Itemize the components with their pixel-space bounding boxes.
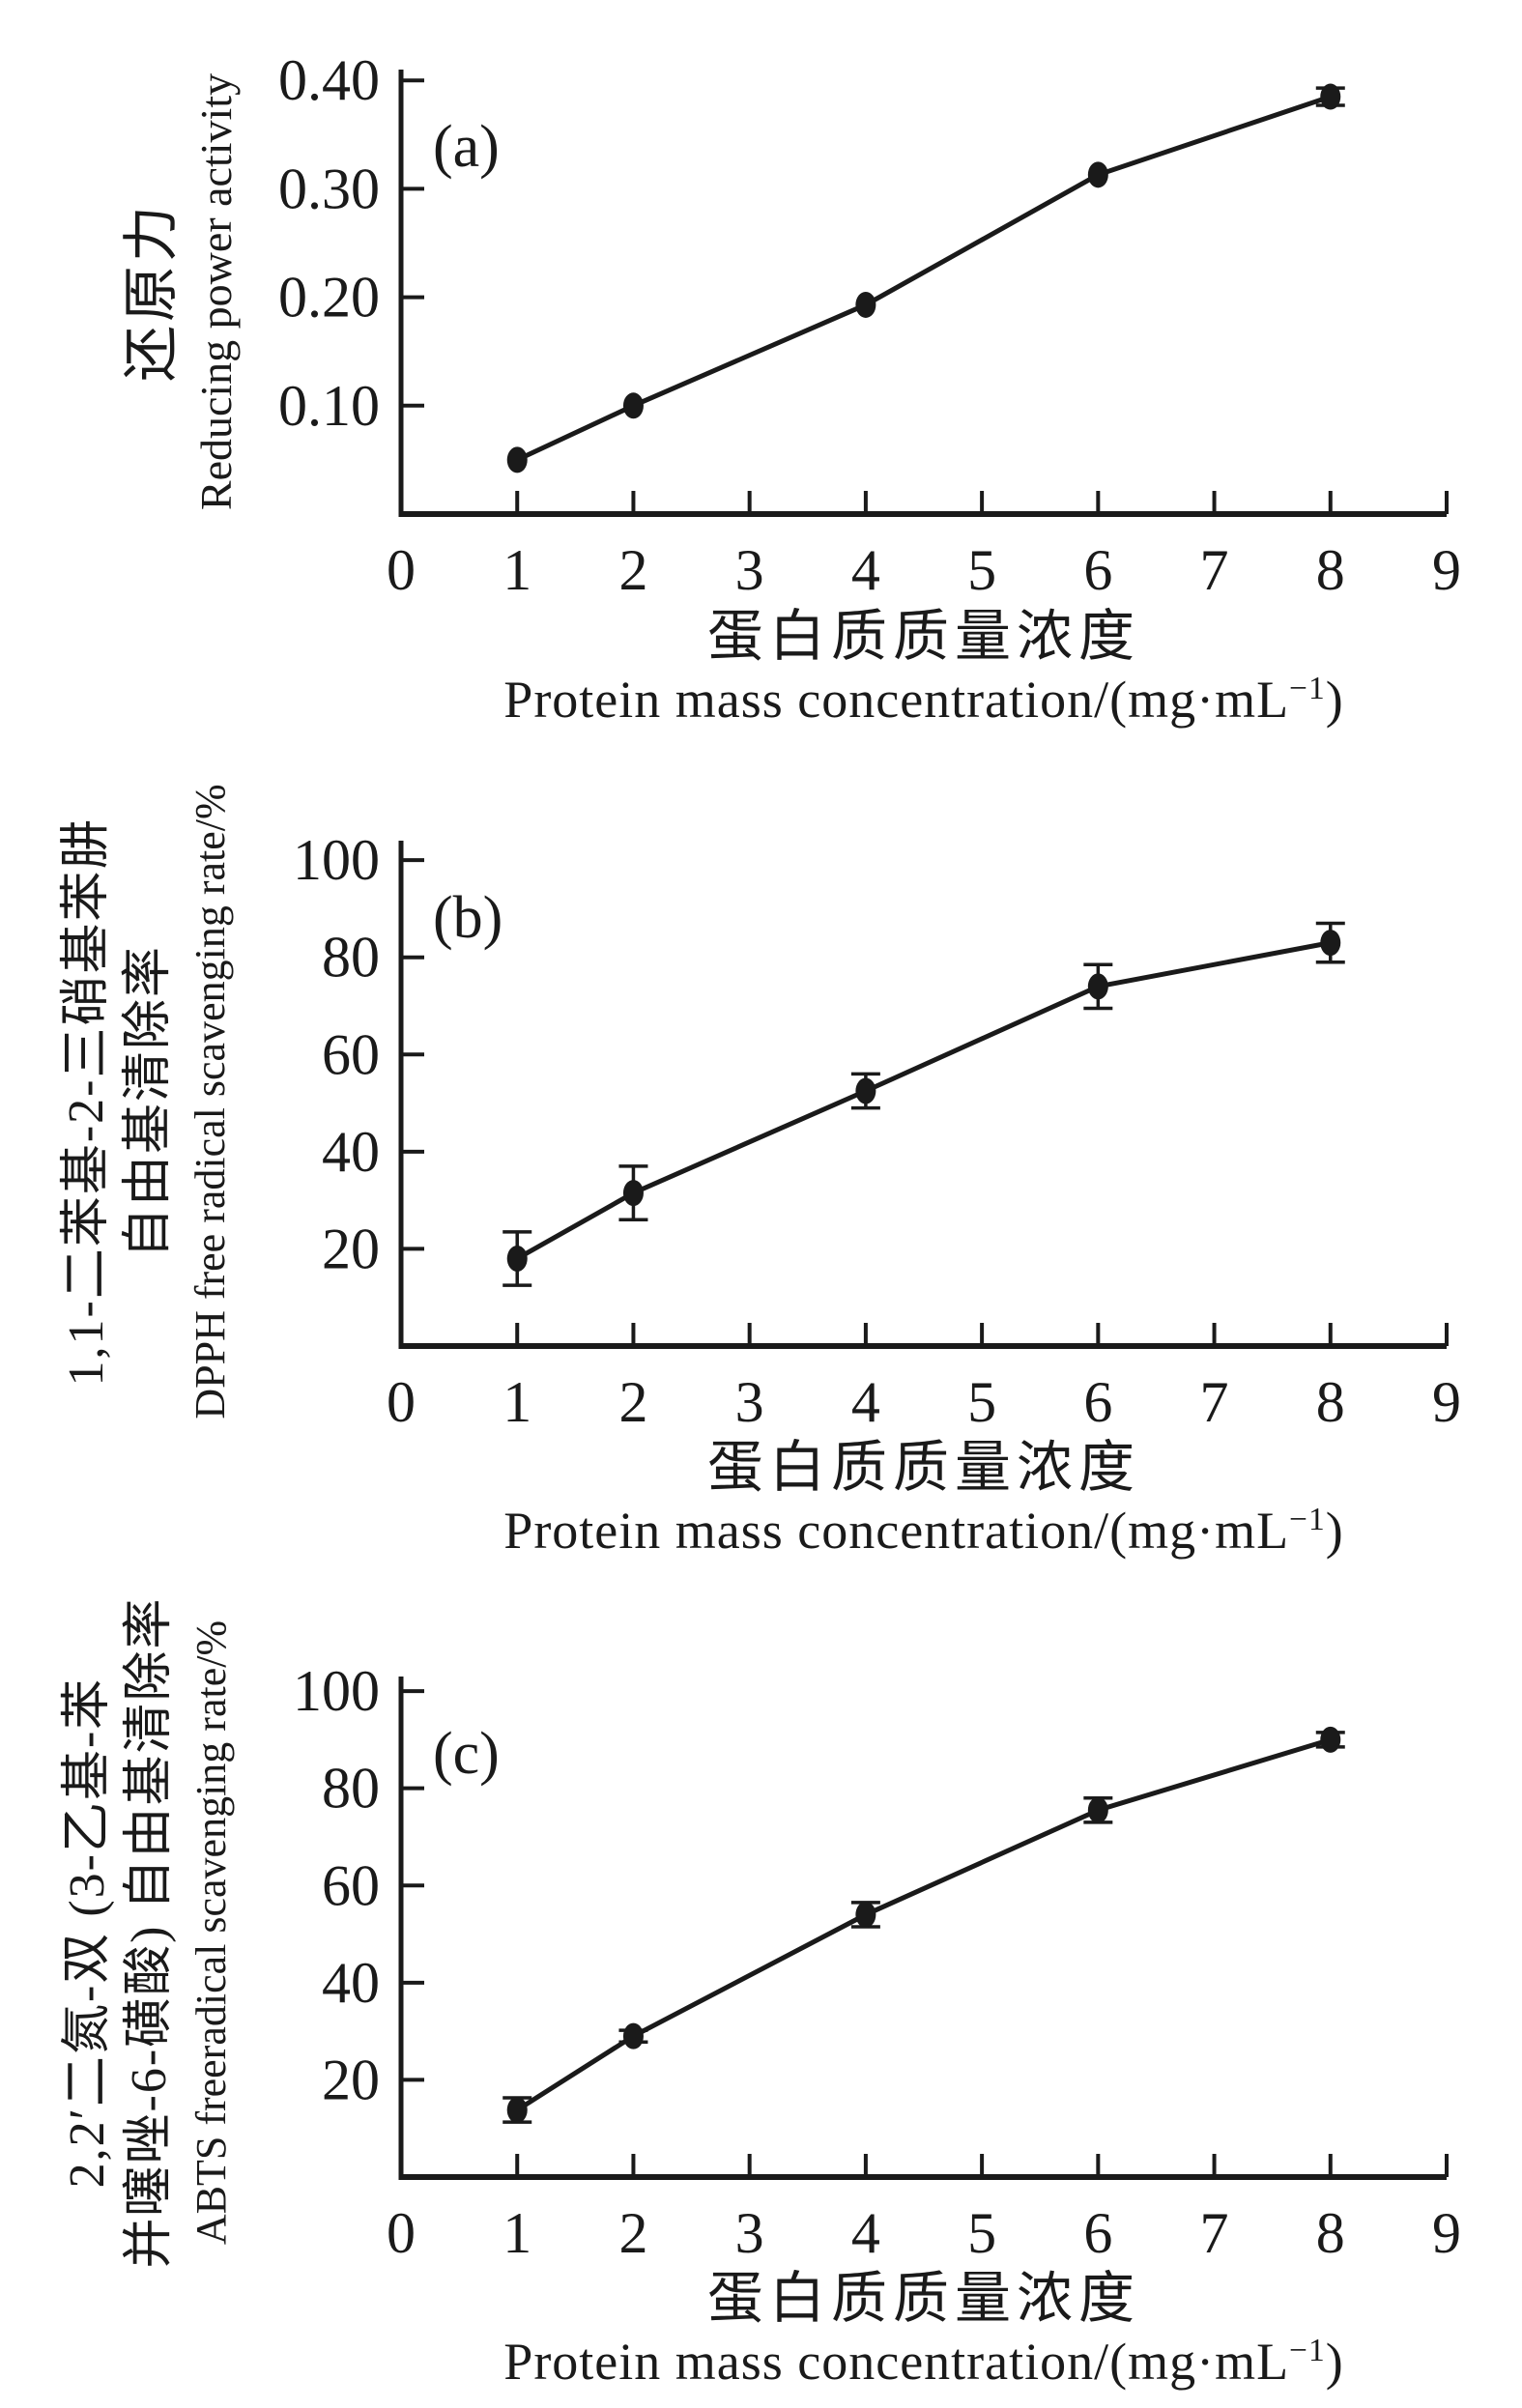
panel-b-y-axis-label-zh-line1: 1,1-二苯基-2-三硝基苯肼 — [59, 817, 114, 1387]
data-point — [506, 446, 528, 473]
panel-c-y-axis-label-zh-line1: 2,2′二氮-双 (3-乙基-苯 — [60, 1677, 115, 2189]
x-tick-label: 8 — [1316, 1370, 1345, 1434]
x-tick-label: 5 — [967, 1370, 996, 1434]
data-point — [855, 291, 876, 318]
panel-b-y-axis-label: 1,1-二苯基-2-三硝基苯肼 自由基清除率 DPPH free radical… — [56, 784, 242, 1419]
x-tick-label: 3 — [735, 538, 764, 602]
x-tick-label: 2 — [618, 1370, 647, 1434]
panel-b-y-axis-label-en: DPPH free radical scavenging rate/% — [187, 784, 234, 1419]
x-tick-label: 0 — [387, 2201, 416, 2265]
x-tick-label: 5 — [967, 2201, 996, 2265]
x-tick-label: 1 — [503, 2201, 531, 2265]
data-point — [1320, 930, 1341, 957]
x-tick-label: 3 — [735, 1370, 764, 1434]
data-point — [506, 1245, 528, 1272]
data-point — [1320, 1726, 1341, 1753]
data-point — [1320, 83, 1341, 110]
y-tick-label: 100 — [293, 828, 380, 892]
series-line — [515, 1736, 1332, 2112]
panel-a-x-axis-label-en: Protein mass concentration/(mg·mL−1) — [503, 671, 1344, 729]
x-tick-label: 0 — [387, 538, 416, 602]
y-tick-label: 0.40 — [278, 48, 380, 112]
panel-a-y-axis-label: 还原力 Reducing power activity — [115, 73, 244, 510]
x-tick-label: 7 — [1200, 538, 1229, 602]
panel-b-x-axis-label: 蛋白质质量浓度 Protein mass concentration/(mg·m… — [401, 1436, 1447, 1562]
y-tick-label: 40 — [322, 1120, 380, 1184]
x-tick-label: 1 — [503, 538, 531, 602]
panel-a-x-axis-label: 蛋白质质量浓度 Protein mass concentration/(mg·m… — [401, 605, 1447, 731]
x-tick-label: 7 — [1200, 2201, 1229, 2265]
y-tick-label: 80 — [322, 926, 380, 989]
x-tick-label: 0 — [387, 1370, 416, 1434]
y-tick-label: 40 — [322, 1951, 380, 2015]
x-tick-label: 4 — [851, 1370, 880, 1434]
x-tick-label: 9 — [1432, 2201, 1461, 2265]
x-tick-label: 9 — [1432, 1370, 1461, 1434]
panel-(c): 20 40 60 80 100 0 1 2 3 4 5 6 7 8 9 (c) — [293, 1659, 1461, 2265]
panel-a-x-axis-label-zh: 蛋白质质量浓度 — [706, 605, 1140, 668]
x-tick-label: 3 — [735, 2201, 764, 2265]
data-point — [622, 392, 644, 419]
series-line — [515, 940, 1332, 1261]
panel-c-x-axis-label-zh: 蛋白质质量浓度 — [706, 2267, 1140, 2330]
data-point — [622, 1180, 644, 1207]
panel-a-y-axis-label-en: Reducing power activity — [191, 72, 241, 511]
x-tick-label: 2 — [618, 538, 647, 602]
panel-c-x-axis-label-en: Protein mass concentration/(mg·mL−1) — [503, 2333, 1344, 2391]
x-tick-label: 5 — [967, 538, 996, 602]
data-point — [1087, 1796, 1108, 1823]
y-tick-label: 0.10 — [278, 374, 380, 438]
data-point — [1087, 161, 1108, 188]
x-tick-label: 6 — [1083, 2201, 1112, 2265]
x-tick-label: 2 — [618, 2201, 647, 2265]
panel-a-y-axis-label-zh: 还原力 — [120, 202, 183, 383]
panel-letter: (b) — [433, 885, 503, 951]
panel-(a): 0.10 0.20 0.30 0.40 0 1 2 3 4 5 6 7 8 9 (a) — [278, 48, 1461, 602]
panel-(b): 20 40 60 80 100 0 1 2 3 4 5 6 7 8 9 (b) — [293, 828, 1461, 1434]
y-tick-label: 80 — [322, 1757, 380, 1820]
y-tick-label: 20 — [322, 2048, 380, 2111]
x-tick-label: 1 — [503, 1370, 531, 1434]
data-point — [855, 1077, 876, 1104]
x-tick-label: 7 — [1200, 1370, 1229, 1434]
x-tick-label: 6 — [1083, 1370, 1112, 1434]
x-tick-label: 9 — [1432, 538, 1461, 602]
panel-c-y-axis-label: 2,2′二氮-双 (3-乙基-苯 并噻唑-6-磺酸) 自由基清除率 ABTS f… — [57, 1597, 243, 2269]
panel-b-x-axis-label-zh: 蛋白质质量浓度 — [706, 1436, 1140, 1499]
x-tick-label: 4 — [851, 538, 880, 602]
y-tick-label: 0.30 — [278, 157, 380, 220]
x-tick-label: 8 — [1316, 2201, 1345, 2265]
y-tick-label: 60 — [322, 1853, 380, 1917]
panel-letter: (c) — [433, 1721, 500, 1787]
y-tick-label: 60 — [322, 1022, 380, 1086]
panel-b-y-axis-label-zh-line2: 自由基清除率 — [121, 944, 176, 1259]
data-point — [1087, 973, 1108, 1000]
data-point — [622, 2022, 644, 2050]
y-tick-label: 0.20 — [278, 266, 380, 330]
data-point — [506, 2097, 528, 2124]
y-tick-label: 100 — [293, 1659, 380, 1723]
x-tick-label: 8 — [1316, 538, 1345, 602]
panel-c-y-axis-label-zh-line2: 并噻唑-6-磺酸) 自由基清除率 — [122, 1596, 177, 2269]
panel-c-x-axis-label: 蛋白质质量浓度 Protein mass concentration/(mg·m… — [401, 2267, 1447, 2393]
data-point — [855, 1901, 876, 1928]
panel-letter: (a) — [433, 114, 500, 180]
panel-b-x-axis-label-en: Protein mass concentration/(mg·mL−1) — [503, 1502, 1344, 1560]
x-tick-label: 4 — [851, 2201, 880, 2265]
panel-c-y-axis-label-en: ABTS freeradical scavenging rate/% — [187, 1620, 235, 2246]
y-tick-label: 20 — [322, 1217, 380, 1280]
x-tick-label: 6 — [1083, 538, 1112, 602]
